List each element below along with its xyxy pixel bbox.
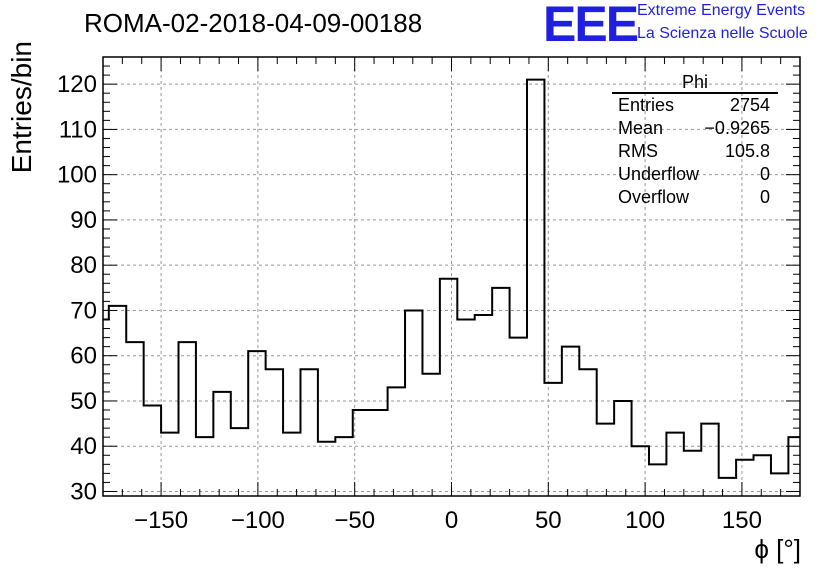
stats-row-mean: Mean −0.9265 <box>612 117 778 140</box>
x-tick-label: 150 <box>722 507 762 534</box>
histogram-line <box>103 78 800 479</box>
x-tick-label: −100 <box>231 507 285 534</box>
y-tick-label: 100 <box>57 162 97 189</box>
plot-title: ROMA-02-2018-04-09-00188 <box>84 8 423 38</box>
y-axis-label: Entries/bin <box>6 41 37 173</box>
stats-title: Phi <box>612 72 778 94</box>
stats-label: Entries <box>618 95 675 115</box>
stats-row-rms: RMS 105.8 <box>612 140 778 163</box>
stats-value: −0.9265 <box>704 118 770 138</box>
stats-label: Overflow <box>618 187 690 207</box>
x-axis-label: ϕ [°] <box>754 534 801 564</box>
y-tick-label: 70 <box>70 297 97 324</box>
y-tick-label: 120 <box>57 71 97 98</box>
y-tick-label: 40 <box>70 433 97 460</box>
stats-value: 0 <box>759 164 770 184</box>
stats-box: Phi Entries 2754 Mean −0.9265 RMS 105.8 … <box>612 72 778 209</box>
stats-label: RMS <box>618 141 658 161</box>
y-tick-label: 60 <box>70 343 97 370</box>
x-tick-label: −150 <box>134 507 188 534</box>
stats-label: Mean <box>618 118 664 138</box>
y-tick-label: 80 <box>70 252 97 279</box>
stats-row-entries: Entries 2754 <box>612 94 778 117</box>
stats-value: 105.8 <box>724 141 770 161</box>
y-tick-label: 50 <box>70 388 97 415</box>
x-tick-label: −50 <box>334 507 375 534</box>
x-tick-label: 0 <box>445 507 458 534</box>
y-tick-label: 90 <box>70 207 97 234</box>
stats-value: 2754 <box>729 95 770 115</box>
stats-row-underflow: Underflow 0 <box>612 163 778 186</box>
x-tick-label: 50 <box>535 507 562 534</box>
eee-tagline-1: Extreme Energy Events <box>637 2 806 19</box>
stats-value: 0 <box>759 187 770 207</box>
stats-label: Underflow <box>618 164 700 184</box>
eee-logo: EEE <box>543 0 639 52</box>
stats-row-overflow: Overflow 0 <box>612 186 778 209</box>
eee-tagline-2: La Scienza nelle Scuole <box>637 25 808 42</box>
y-tick-label: 30 <box>70 478 97 505</box>
y-tick-label: 110 <box>59 116 97 143</box>
x-tick-label: 100 <box>625 507 665 534</box>
